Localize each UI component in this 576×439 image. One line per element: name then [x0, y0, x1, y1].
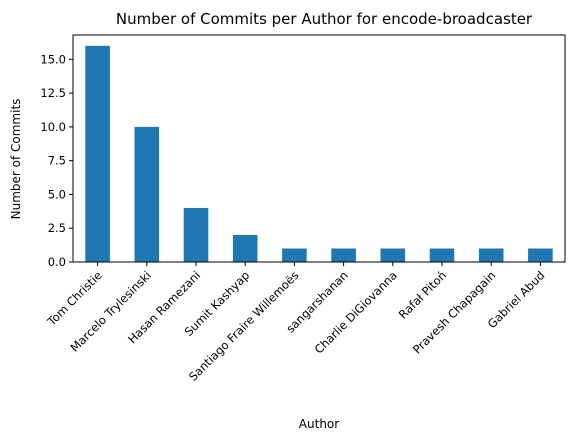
x-tick-label: Charlie DiGiovanna — [312, 268, 400, 356]
plot-frame — [72, 34, 566, 263]
bar — [380, 248, 406, 262]
y-tick-label: 2.5 — [48, 221, 66, 235]
bar — [85, 45, 110, 262]
x-tick-label: Pravesh Chapagain — [410, 268, 498, 356]
y-axis-ticks: 0.0 2.5 5.0 7.5 10.0 12.5 15.0 — [40, 52, 73, 269]
bar — [478, 248, 504, 262]
bar — [528, 248, 553, 262]
y-axis-label: Number of Commits — [9, 99, 23, 220]
y-tick-label: 5.0 — [48, 187, 66, 201]
bar — [429, 248, 455, 262]
bar — [134, 126, 160, 262]
bar — [282, 248, 307, 262]
y-tick-label: 0.0 — [48, 255, 66, 269]
y-tick-label: 7.5 — [48, 154, 66, 168]
x-tick-label: Rafał Pitoń — [396, 268, 449, 321]
chart-title: Number of Commits per Author for encode-… — [116, 10, 533, 28]
bars-group — [85, 45, 553, 262]
x-axis-label: Author — [299, 417, 339, 431]
y-tick-label: 15.0 — [40, 52, 66, 66]
y-tick-label: 12.5 — [40, 86, 66, 100]
y-tick-label: 10.0 — [40, 120, 66, 134]
bar — [331, 248, 356, 262]
bar — [232, 234, 258, 262]
bar — [183, 207, 209, 262]
